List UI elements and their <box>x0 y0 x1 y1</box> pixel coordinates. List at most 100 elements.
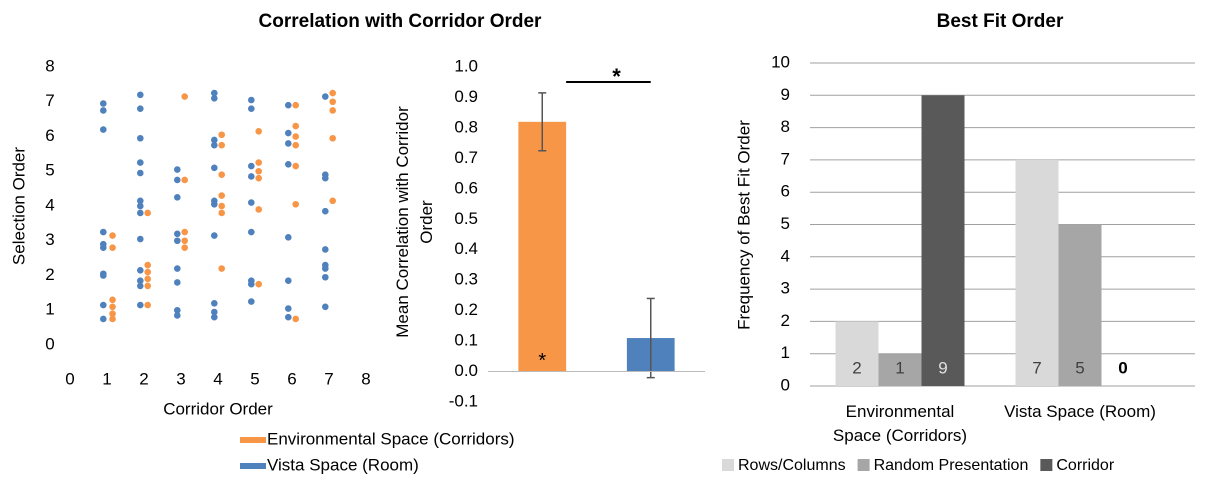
x-tick-label: 1 <box>102 369 111 388</box>
scatter-point <box>211 300 218 307</box>
scatter-point <box>248 199 255 206</box>
scatter-point <box>211 141 218 149</box>
x-tick-label: 4 <box>213 369 222 388</box>
scatter-point <box>322 303 329 311</box>
scatter-point <box>292 101 300 109</box>
scatter-point <box>137 209 144 217</box>
scatter-point <box>329 89 337 97</box>
data-label: 1 <box>895 358 904 377</box>
y-tick-label: 2 <box>781 311 790 330</box>
scatter-point <box>255 167 262 175</box>
scatter-point <box>144 268 151 276</box>
x-tick-label: 5 <box>250 369 259 388</box>
chart-title: Best Fit Order <box>937 11 1064 32</box>
scatter-point <box>255 174 262 182</box>
scatter-point <box>322 174 329 182</box>
y-axis-label: Selection Order <box>9 147 28 265</box>
scatter-point <box>285 233 292 241</box>
bar <box>921 95 965 387</box>
scatter-point <box>211 89 218 97</box>
legend-label: Corridor <box>1056 457 1114 474</box>
scatter-point <box>144 261 151 269</box>
scatter-point <box>137 91 144 99</box>
x-tick-label: 7 <box>324 369 333 388</box>
x-tick-label: 3 <box>176 369 185 388</box>
y-tick-label: 0.1 <box>454 331 478 350</box>
y-tick-label: 0.9 <box>454 87 478 106</box>
scatter-point <box>109 244 116 251</box>
scatter-point <box>137 202 144 210</box>
significance-marker: * <box>538 350 546 372</box>
scatter-point <box>174 166 181 173</box>
y-tick-label: 5 <box>45 161 54 180</box>
scatter-point <box>174 237 181 245</box>
scatter-point <box>211 200 218 208</box>
scatter-point <box>211 94 218 102</box>
x-tick-label: 2 <box>139 369 148 388</box>
legend-swatch <box>1040 459 1053 471</box>
scatter-point <box>211 136 218 144</box>
y-tick-label: 6 <box>781 182 790 201</box>
scatter-point <box>255 127 262 135</box>
data-label: 7 <box>1032 358 1041 377</box>
scatter-point <box>322 246 329 253</box>
y-tick-label: -0.1 <box>449 391 478 410</box>
scatter-point <box>292 162 300 170</box>
scatter-point <box>218 192 225 199</box>
scatter-point <box>285 305 292 312</box>
scatter-point <box>211 308 218 316</box>
scatter-point <box>285 313 292 321</box>
y-tick-label: 7 <box>781 149 790 168</box>
scatter-point <box>137 197 144 205</box>
bar <box>1058 224 1102 386</box>
scatter-point <box>292 141 300 149</box>
scatter-point <box>285 277 292 285</box>
y-tick-label: 8 <box>45 56 54 75</box>
legend-swatch <box>722 459 734 471</box>
scatter-point <box>329 197 337 205</box>
y-tick-label: 4 <box>781 246 790 265</box>
scatter-point <box>285 129 292 137</box>
scatter-point <box>174 306 181 314</box>
scatter-point <box>109 303 116 311</box>
legend-label: Vista Space (Room) <box>267 455 419 474</box>
x-tick-label: 6 <box>287 369 296 388</box>
y-tick-label: 0.7 <box>454 148 478 167</box>
scatter-point <box>292 315 300 323</box>
scatter-point <box>137 159 144 166</box>
y-tick-label: 6 <box>45 126 54 145</box>
y-tick-label: 0.5 <box>454 209 478 228</box>
scatter-point <box>137 277 144 285</box>
x-axis-label: Corridor Order <box>163 399 273 418</box>
scatter-point <box>100 107 107 114</box>
bar <box>878 353 922 386</box>
chart-title: Correlation with Corridor Order <box>259 11 543 32</box>
y-tick-label: 9 <box>781 85 790 104</box>
scatter-point <box>248 96 255 104</box>
scatter-point <box>285 161 292 168</box>
scatter-point <box>218 131 225 139</box>
y-axis-label: Frequency of Best Fit Order <box>734 120 753 330</box>
legend-label: Random Presentation <box>874 457 1029 474</box>
scatter-point <box>329 134 337 142</box>
y-tick-label: 5 <box>781 214 790 233</box>
data-label: 9 <box>938 358 947 377</box>
scatter-point <box>100 126 107 133</box>
scatter-point <box>285 140 292 147</box>
y-tick-label: 0 <box>45 334 54 353</box>
scatter-point <box>100 100 107 107</box>
scatter-point <box>100 244 107 251</box>
y-tick-label: 0.3 <box>454 270 478 289</box>
scatter-point <box>181 244 188 251</box>
y-tick-label: 0.4 <box>454 239 478 258</box>
scatter-point <box>255 206 262 213</box>
scatter-point <box>100 228 107 236</box>
scatter-point <box>329 107 337 114</box>
scatter-point <box>174 265 181 272</box>
scatter-point <box>292 133 300 140</box>
scatter-point <box>248 105 255 112</box>
legend-swatch <box>857 459 870 471</box>
y-tick-label: 8 <box>781 117 790 136</box>
scatter-point <box>174 279 181 286</box>
